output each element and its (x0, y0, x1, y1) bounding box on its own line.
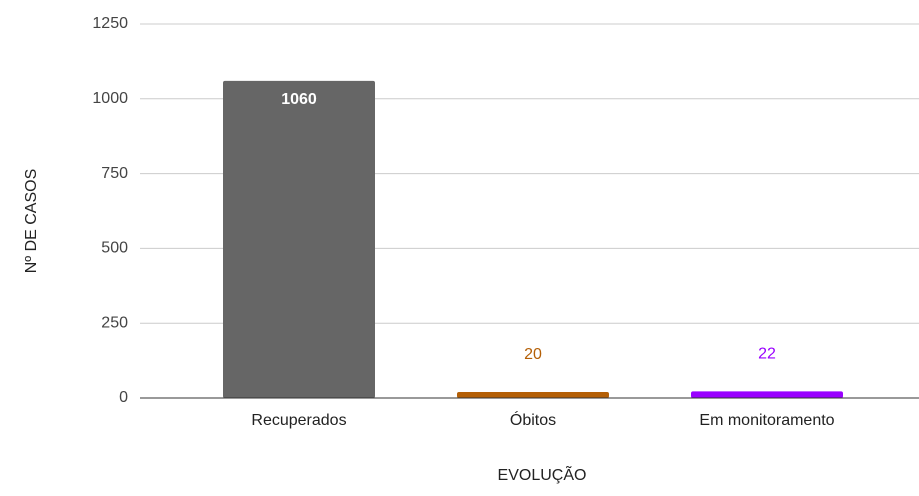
bar (457, 392, 609, 398)
value-label: 1060 (281, 91, 317, 108)
x-tick-label: Em monitoramento (699, 412, 834, 429)
y-tick-label: 500 (101, 240, 128, 257)
bar (223, 80, 375, 399)
y-tick-label: 750 (101, 165, 128, 182)
x-tick-label: Recuperados (251, 412, 346, 429)
y-tick-label: 250 (101, 314, 128, 331)
x-axis-label: EVOLUÇÃO (498, 464, 587, 484)
y-tick-label: 1250 (92, 15, 128, 32)
y-tick-label: 1000 (92, 90, 128, 107)
value-label: 22 (758, 346, 776, 363)
x-tick-label: Óbitos (510, 410, 556, 429)
value-label: 20 (524, 346, 542, 363)
y-tick-label: 0 (119, 389, 128, 406)
bar (691, 391, 843, 398)
y-axis-label: Nº DE CASOS (23, 169, 40, 274)
